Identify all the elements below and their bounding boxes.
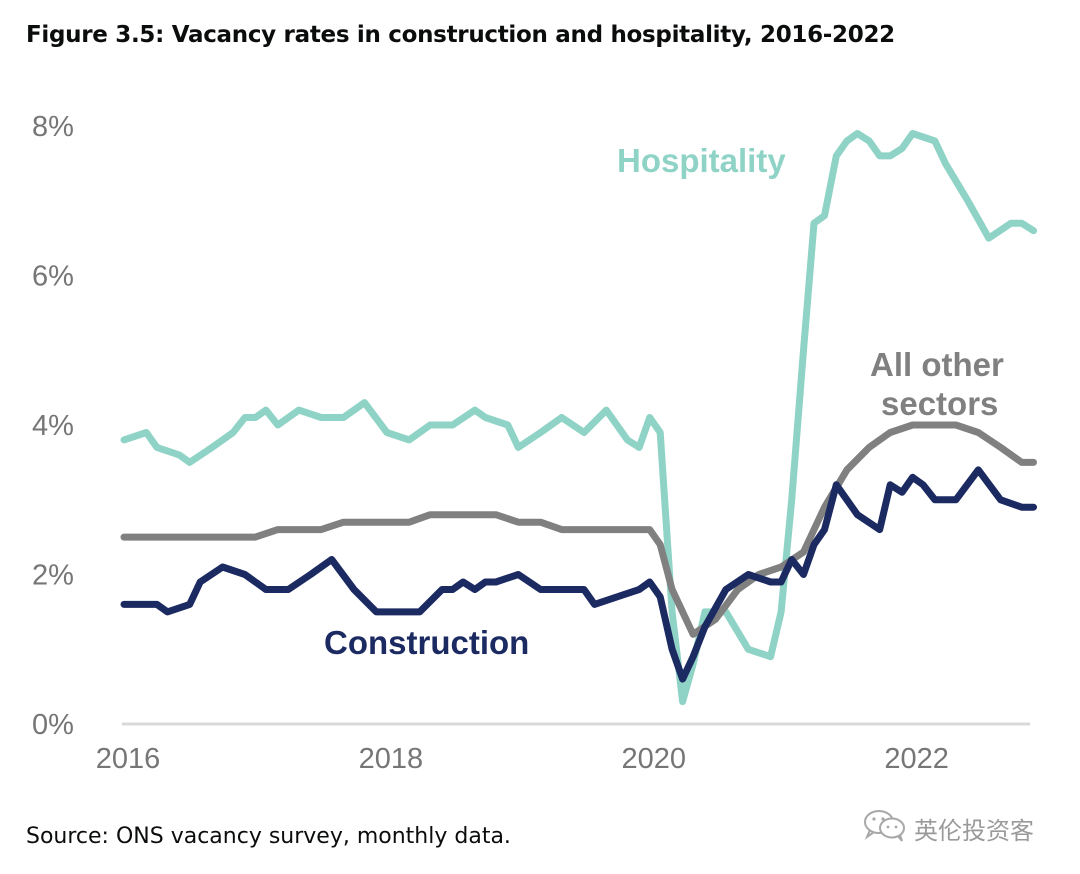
series-line-all-other-sectors <box>120 421 1037 638</box>
wechat-icon <box>862 808 908 848</box>
x-tick-label: 2020 <box>621 743 686 775</box>
label-all-other-sectors-line2: sectors <box>881 385 998 422</box>
y-tick-label: 0% <box>32 709 74 741</box>
x-axis-ticks: 2016 2018 2020 2022 <box>96 743 949 775</box>
watermark-text: 英伦投资客 <box>914 816 1034 845</box>
series-lines <box>120 130 1037 706</box>
series-line-construction <box>120 466 1037 683</box>
y-tick-label: 4% <box>32 410 74 442</box>
watermark: 英伦投资客 <box>862 808 1034 848</box>
label-hospitality: Hospitality <box>617 142 786 179</box>
series-labels: Hospitality All other sectors Constructi… <box>324 142 1004 661</box>
label-construction: Construction <box>324 624 529 661</box>
y-axis-ticks: 0% 2% 4% 6% 8% <box>32 111 74 741</box>
y-tick-label: 6% <box>32 261 74 293</box>
x-tick-label: 2018 <box>359 743 424 775</box>
figure-title: Figure 3.5: Vacancy rates in constructio… <box>26 22 895 48</box>
label-all-other-sectors-line1: All other <box>870 346 1004 383</box>
source-note: Source: ONS vacancy survey, monthly data… <box>26 824 511 849</box>
y-tick-label: 8% <box>32 111 74 143</box>
y-tick-label: 2% <box>32 560 74 592</box>
series-line-hospitality <box>120 130 1037 706</box>
x-tick-label: 2022 <box>884 743 949 775</box>
x-tick-label: 2016 <box>96 743 161 775</box>
